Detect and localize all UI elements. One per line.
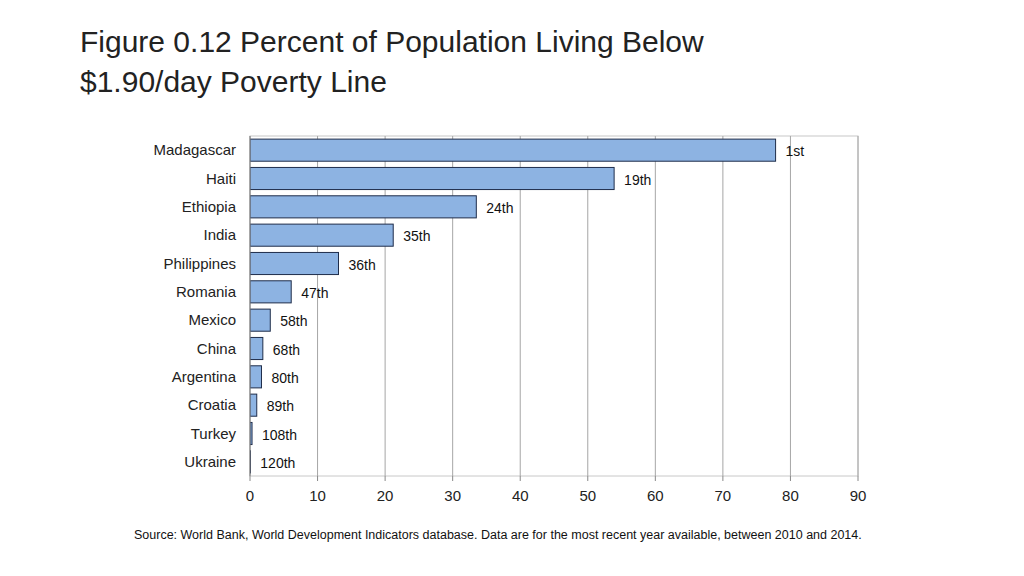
tick-mark (858, 476, 859, 481)
rank-annotation: 47th (301, 285, 328, 301)
category-label: Croatia (188, 396, 237, 413)
bar (250, 281, 291, 303)
bar (250, 309, 270, 331)
category-label: Turkey (191, 425, 237, 442)
tick-mark (520, 476, 521, 481)
grid-line (655, 136, 656, 476)
bar (250, 337, 263, 359)
tick-label: 40 (512, 487, 529, 504)
tick-mark (250, 476, 251, 481)
rank-annotation: 89th (267, 398, 294, 414)
bar (250, 139, 776, 161)
rank-annotation: 19th (624, 172, 651, 188)
category-label: Ethiopia (182, 198, 237, 215)
chart: 0 10 20 30 40 50 60 70 80 90 Madagascar Haiti Ethiop… (0, 0, 1024, 576)
category-label: India (203, 226, 236, 243)
grid-line (250, 136, 251, 476)
bar (250, 394, 257, 416)
bar (250, 252, 338, 274)
category-label: Argentina (172, 368, 237, 385)
rank-annotation: 80th (271, 370, 298, 386)
axis-line (250, 136, 251, 476)
rank-annotation: 68th (273, 342, 300, 358)
rank-annotation: 35th (403, 228, 430, 244)
tick-mark (587, 476, 588, 481)
tick-mark (385, 476, 386, 481)
tick-label: 90 (850, 487, 867, 504)
rank-annotation: 108th (262, 427, 297, 443)
tick-label: 10 (309, 487, 326, 504)
category-label: Haiti (206, 170, 236, 187)
grid-line (722, 136, 723, 476)
tick-mark (655, 476, 656, 481)
category-label: Romania (176, 283, 237, 300)
grid-line (858, 136, 859, 476)
bars (250, 139, 776, 473)
tick-mark (722, 476, 723, 481)
tick-mark (452, 476, 453, 481)
category-label: Madagascar (153, 141, 236, 158)
tick-label: 80 (782, 487, 799, 504)
rank-annotation: 58th (280, 313, 307, 329)
rank-annotation: 36th (348, 257, 375, 273)
category-label: China (197, 340, 237, 357)
tick-mark (790, 476, 791, 481)
tick-label: 50 (579, 487, 596, 504)
title: Figure 0.12 Percent of Population Living… (80, 22, 820, 102)
plot-frame (250, 136, 858, 476)
bar (250, 196, 476, 218)
category-label: Philippines (163, 255, 236, 272)
rank-annotation: 1st (786, 143, 805, 159)
tick-label: 70 (715, 487, 732, 504)
bar (250, 167, 614, 189)
tick-mark (317, 476, 318, 481)
category-label: Mexico (188, 311, 236, 328)
source-note: Source: World Bank, World Development In… (134, 526, 894, 544)
tick-label: 20 (377, 487, 394, 504)
rank-annotation: 120th (260, 455, 295, 471)
tick-label: 60 (647, 487, 664, 504)
tick-label: 0 (246, 487, 254, 504)
rank-annotation: 24th (486, 200, 513, 216)
bar (250, 224, 393, 246)
category-label: Ukraine (184, 453, 236, 470)
grid-line (790, 136, 791, 476)
bar (250, 366, 261, 388)
tick-label: 30 (444, 487, 461, 504)
